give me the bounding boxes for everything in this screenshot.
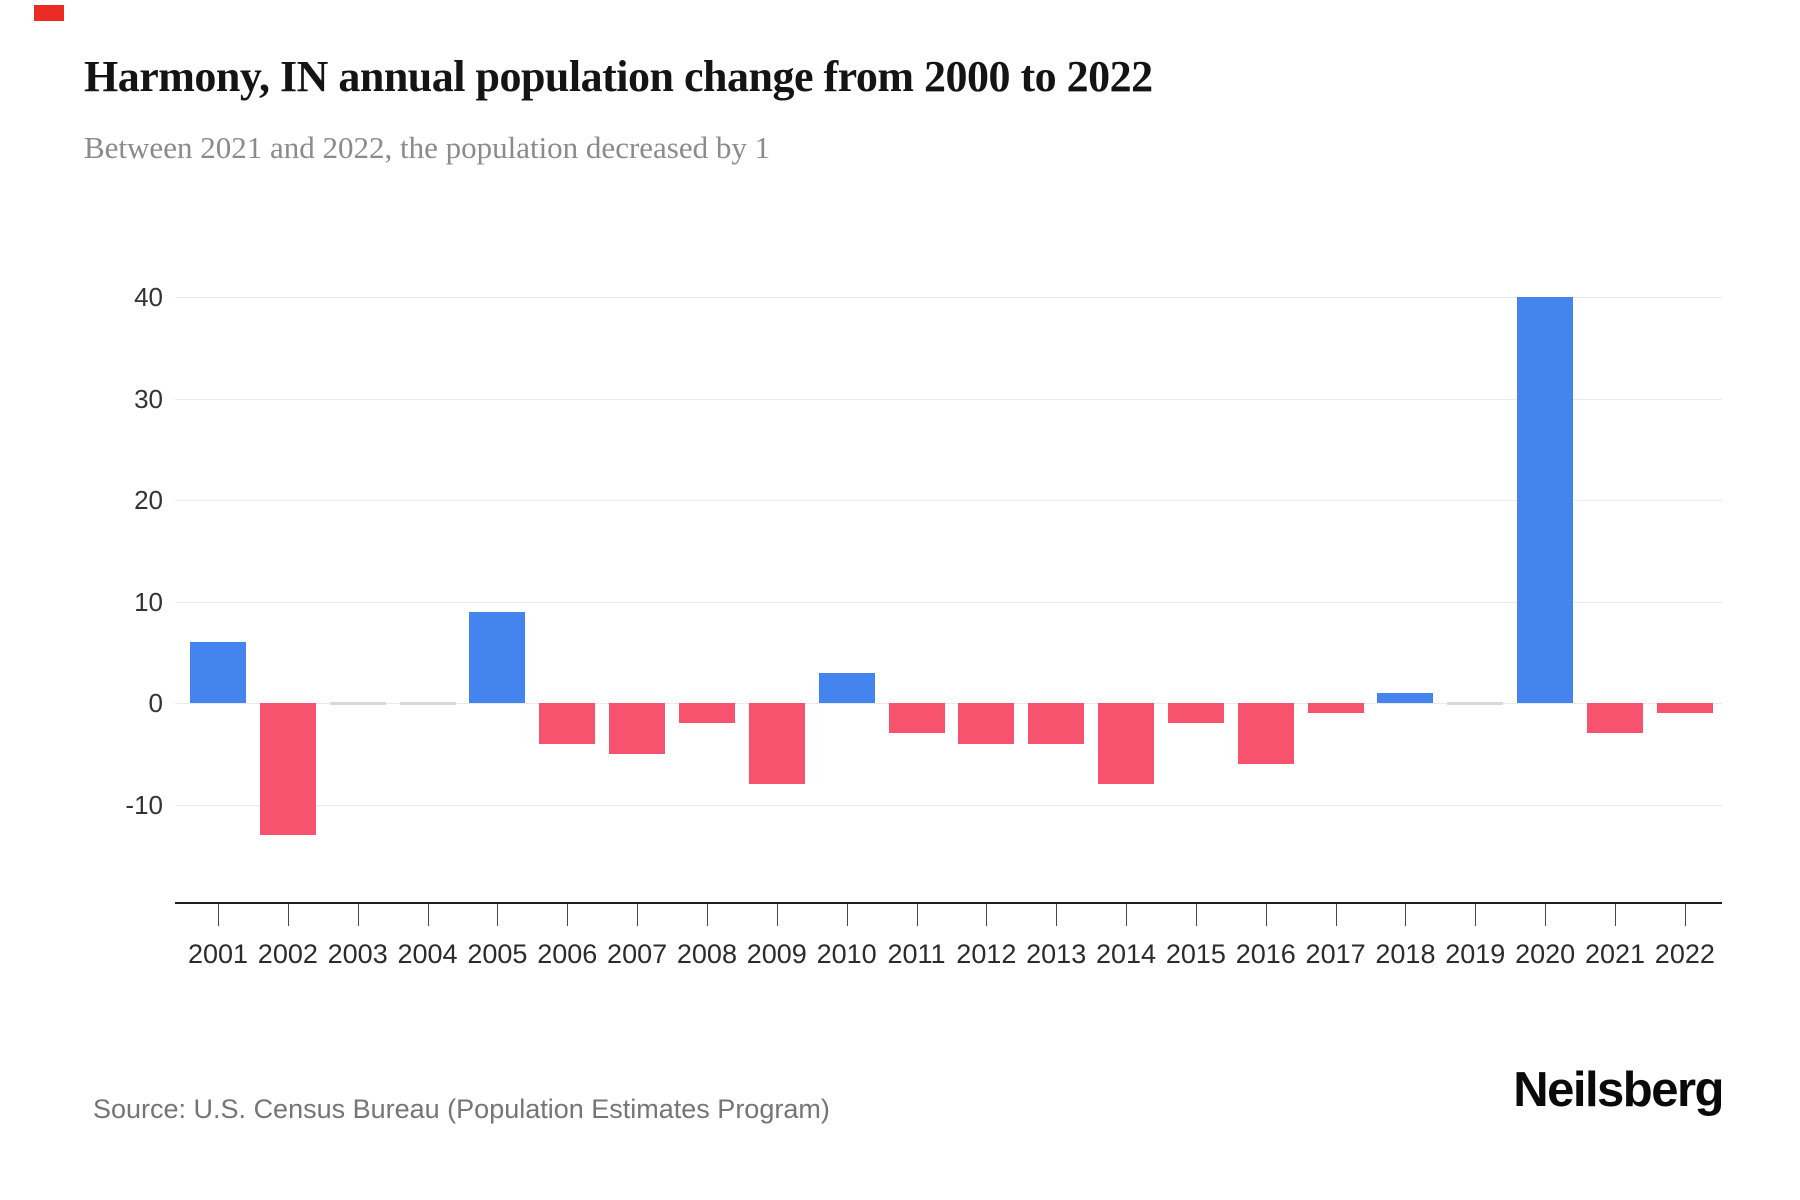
bar-2003[interactable] bbox=[329, 702, 386, 705]
x-tick-label-2020: 2020 bbox=[1515, 939, 1576, 969]
x-tick-2012 bbox=[986, 904, 988, 926]
x-tick-label-2013: 2013 bbox=[1026, 939, 1087, 969]
x-tick-2016 bbox=[1265, 904, 1267, 926]
x-tick-label-2006: 2006 bbox=[537, 939, 598, 969]
x-tick-2004 bbox=[427, 904, 429, 926]
x-tick-2020 bbox=[1545, 904, 1547, 926]
x-tick-label-2009: 2009 bbox=[746, 939, 807, 969]
y-tick-label: 40 bbox=[134, 282, 163, 312]
y-tick-label: 10 bbox=[134, 586, 163, 617]
y-tick-label: 30 bbox=[134, 383, 163, 414]
x-tick-label-2021: 2021 bbox=[1584, 939, 1646, 969]
x-tick-2018 bbox=[1405, 904, 1407, 926]
y-tick-label: -10 bbox=[125, 789, 163, 820]
bar-2020[interactable] bbox=[1517, 297, 1574, 703]
x-tick-2007 bbox=[637, 904, 639, 926]
x-tick-2008 bbox=[706, 904, 708, 926]
x-tick-label-2004: 2004 bbox=[397, 939, 458, 969]
gridline-20 bbox=[175, 500, 1722, 501]
y-tick-label: 0 bbox=[148, 688, 163, 718]
bar-2006[interactable] bbox=[539, 703, 596, 744]
x-tick-label-2017: 2017 bbox=[1305, 939, 1366, 969]
x-tick-2019 bbox=[1475, 904, 1477, 926]
bar-2008[interactable] bbox=[678, 703, 735, 724]
bar-2005[interactable] bbox=[469, 611, 526, 703]
x-tick-label-2005: 2005 bbox=[467, 939, 528, 969]
x-tick-label-2014: 2014 bbox=[1096, 939, 1157, 969]
x-tick-label-2012: 2012 bbox=[956, 939, 1017, 969]
x-tick-2011 bbox=[916, 904, 918, 926]
bar-2015[interactable] bbox=[1167, 703, 1224, 724]
bar-2016[interactable] bbox=[1237, 703, 1294, 764]
x-tick-2002 bbox=[287, 904, 289, 926]
bar-2009[interactable] bbox=[748, 703, 805, 785]
x-tick-label-2002: 2002 bbox=[257, 939, 318, 969]
x-tick-label-2011: 2011 bbox=[887, 939, 946, 969]
gridline--10 bbox=[175, 804, 1722, 806]
x-tick-label-2022: 2022 bbox=[1654, 939, 1715, 969]
gridline-10 bbox=[175, 601, 1722, 603]
x-tick-2006 bbox=[567, 904, 569, 926]
source-note: Source: U.S. Census Bureau (Population E… bbox=[93, 1094, 830, 1124]
bar-2018[interactable] bbox=[1377, 692, 1434, 703]
x-tick-2014 bbox=[1126, 904, 1128, 926]
chart-title: Harmony, IN annual population change fro… bbox=[84, 52, 1153, 101]
x-tick-2009 bbox=[776, 904, 778, 926]
x-tick-label-2010: 2010 bbox=[816, 939, 877, 969]
x-axis-line bbox=[175, 902, 1722, 904]
x-tick-label-2015: 2015 bbox=[1165, 939, 1226, 969]
bar-2013[interactable] bbox=[1028, 703, 1085, 744]
x-tick-label-2001: 2001 bbox=[187, 939, 249, 969]
gridline-40 bbox=[175, 297, 1722, 298]
x-tick-label-2003: 2003 bbox=[327, 939, 388, 969]
bar-2019[interactable] bbox=[1447, 702, 1504, 705]
x-tick-label-2008: 2008 bbox=[676, 939, 737, 969]
y-tick-label: 20 bbox=[134, 485, 163, 515]
x-tick-label-2019: 2019 bbox=[1445, 939, 1506, 969]
brand-logo[interactable]: Neilsberg bbox=[1513, 1063, 1724, 1117]
x-tick-2005 bbox=[497, 904, 499, 926]
bar-2012[interactable] bbox=[958, 703, 1015, 744]
x-tick-2003 bbox=[357, 904, 359, 926]
x-tick-2013 bbox=[1056, 904, 1058, 926]
x-tick-label-2016: 2016 bbox=[1235, 939, 1296, 969]
bar-2017[interactable] bbox=[1307, 703, 1364, 714]
x-tick-2022 bbox=[1684, 904, 1686, 926]
chart-subtitle: Between 2021 and 2022, the population de… bbox=[84, 130, 771, 165]
x-tick-2021 bbox=[1615, 904, 1616, 926]
bar-2007[interactable] bbox=[609, 703, 666, 754]
x-tick-2010 bbox=[846, 904, 848, 926]
gridline-30 bbox=[175, 398, 1722, 400]
x-tick-label-2007: 2007 bbox=[607, 939, 668, 969]
bar-2011[interactable] bbox=[888, 703, 945, 734]
bar-2002[interactable] bbox=[259, 703, 316, 835]
x-tick-2001 bbox=[218, 904, 219, 926]
bar-2022[interactable] bbox=[1656, 703, 1713, 714]
gridline-0 bbox=[175, 703, 1722, 704]
bar-2001[interactable] bbox=[190, 642, 246, 703]
x-tick-label-2018: 2018 bbox=[1375, 939, 1436, 969]
bar-2014[interactable] bbox=[1098, 703, 1155, 785]
bar-2021[interactable] bbox=[1587, 703, 1643, 734]
x-tick-2017 bbox=[1335, 904, 1337, 926]
brand-mark-icon bbox=[34, 5, 64, 21]
x-tick-2015 bbox=[1195, 904, 1197, 926]
bar-2010[interactable] bbox=[818, 672, 875, 703]
bar-2004[interactable] bbox=[399, 702, 456, 705]
